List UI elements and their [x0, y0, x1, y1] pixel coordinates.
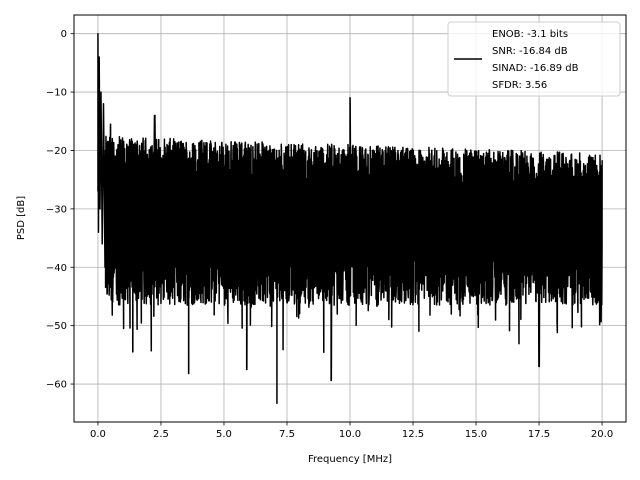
x-axis-label: Frequency [MHz]	[308, 454, 392, 465]
x-tick-label: 10.0	[339, 429, 361, 440]
legend-line-enob: ENOB: -3.1 bits	[492, 29, 568, 40]
legend: ENOB: -3.1 bits SNR: -16.84 dB SINAD: -1…	[447, 21, 621, 97]
y-axis-ticks: 0 −10 −20 −30 −40 −50 −60	[46, 29, 74, 391]
psd-series-line	[97, 32, 603, 405]
series-layer	[97, 32, 603, 405]
y-tick-label: 0	[61, 29, 67, 40]
x-tick-label: 7.5	[279, 429, 295, 440]
y-axis-label: PSD [dB]	[16, 196, 27, 240]
legend-box	[447, 21, 621, 97]
y-tick-label: −10	[46, 88, 67, 99]
y-tick-label: −40	[46, 263, 67, 274]
y-tick-label: −30	[46, 204, 67, 215]
x-tick-label: 12.5	[402, 429, 424, 440]
y-tick-label: −20	[46, 146, 67, 157]
y-tick-label: −50	[46, 321, 67, 332]
x-tick-label: 5.0	[216, 429, 232, 440]
x-tick-label: 17.5	[528, 429, 550, 440]
x-tick-label: 0.0	[90, 429, 106, 440]
legend-line-sfdr: SFDR: 3.56	[492, 80, 547, 91]
legend-line-snr: SNR: -16.84 dB	[492, 46, 568, 57]
y-tick-label: −60	[46, 380, 67, 391]
x-tick-label: 15.0	[465, 429, 487, 440]
legend-line-sinad: SINAD: -16.89 dB	[492, 63, 579, 74]
x-axis-ticks: 0.0 2.5 5.0 7.5 10.0 12.5 15.0 17.5 20.0	[90, 422, 613, 440]
x-tick-label: 20.0	[591, 429, 613, 440]
x-tick-label: 2.5	[153, 429, 169, 440]
